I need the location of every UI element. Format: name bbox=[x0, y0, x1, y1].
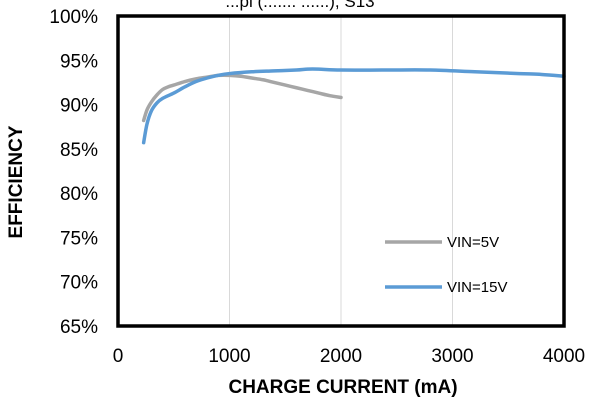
x-tick-label: 0 bbox=[113, 346, 124, 367]
x-axis-tick-labels: 0 1000 2000 3000 4000 bbox=[113, 346, 585, 367]
y-axis-tick-labels: 65% 70% 75% 80% 85% 90% 95% 100% bbox=[49, 7, 98, 338]
grid-lines bbox=[229, 16, 453, 326]
series-lines bbox=[141, 67, 566, 145]
y-tick-label: 75% bbox=[60, 228, 98, 249]
plot-area-border bbox=[116, 14, 566, 328]
legend: VIN=5V VIN=15V bbox=[385, 234, 507, 296]
chart-title-partial: ...pl (....... ......), S13 bbox=[225, 0, 374, 11]
y-tick-label: 85% bbox=[60, 140, 98, 161]
y-tick-label: 70% bbox=[60, 273, 98, 294]
y-tick-label: 95% bbox=[60, 51, 98, 72]
y-tick-label: 80% bbox=[60, 184, 98, 205]
y-axis-title: EFFICIENCY bbox=[6, 125, 27, 238]
y-tick-label: 100% bbox=[49, 7, 98, 28]
x-axis-title: CHARGE CURRENT (mA) bbox=[228, 377, 457, 398]
series-line-vin-5v bbox=[141, 73, 343, 123]
x-tick-label: 3000 bbox=[431, 346, 473, 367]
x-tick-label: 1000 bbox=[208, 346, 250, 367]
y-tick-label: 65% bbox=[60, 317, 98, 338]
legend-label-vin-5v: VIN=5V bbox=[447, 234, 499, 251]
x-tick-label: 2000 bbox=[320, 346, 362, 367]
x-tick-label: 4000 bbox=[543, 346, 585, 367]
legend-label-vin-15v: VIN=15V bbox=[447, 279, 507, 296]
series-line-vin-15v bbox=[141, 67, 566, 145]
y-tick-label: 90% bbox=[60, 96, 98, 117]
